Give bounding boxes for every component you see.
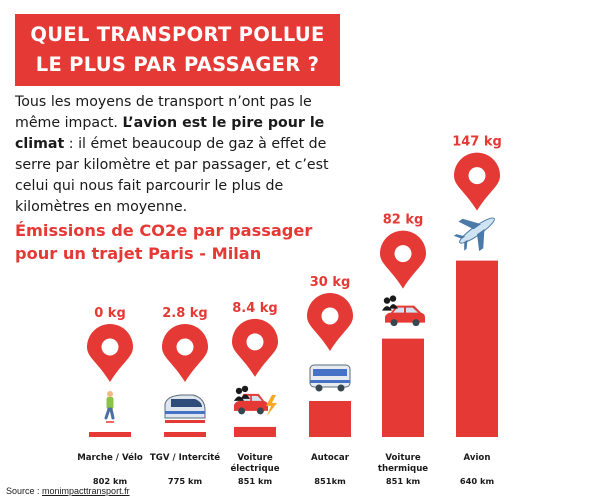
category-label: Avion xyxy=(464,453,491,463)
chart-category: 2.8 kg TGV / Intercité 775 km xyxy=(150,306,220,486)
category-label: Voiture xyxy=(237,453,272,463)
passengers-icon xyxy=(382,295,398,311)
bar xyxy=(234,426,276,437)
distance-label: 775 km xyxy=(168,476,202,486)
train-icon xyxy=(164,394,206,423)
title-banner: QUEL TRANSPORT POLLUE LE PLUS PAR PASSAG… xyxy=(15,14,340,86)
category-label: TGV / Intercité xyxy=(150,452,220,463)
bar xyxy=(456,260,498,437)
title-line-2: LE PLUS PAR PASSAGER ? xyxy=(35,53,320,76)
distance-label: 802 km xyxy=(93,476,127,486)
category-label: électrique xyxy=(230,463,279,474)
bar xyxy=(382,338,424,437)
bar xyxy=(309,401,351,437)
pin-hole xyxy=(394,245,412,263)
category-label: Marche / Vélo xyxy=(77,452,143,463)
pin-hole xyxy=(321,307,339,325)
chart-title: Émissions de CO2e par passager pour un t… xyxy=(15,221,313,263)
car-icon xyxy=(385,305,425,327)
intro-text: Tous les moyens de transport n’ont pas l… xyxy=(15,92,345,218)
data-label: 8.4 kg xyxy=(232,301,278,316)
chart-category: 0 kg Marche / Vélo 802 km xyxy=(77,306,143,486)
pin-hole xyxy=(176,338,194,356)
distance-label: 851 km xyxy=(386,476,420,486)
pin-hole xyxy=(468,167,486,185)
data-label: 30 kg xyxy=(310,275,351,290)
category-label: Voiture xyxy=(385,453,420,463)
bar xyxy=(164,432,206,437)
data-label: 82 kg xyxy=(383,213,424,228)
source-credit: Source : monimpacttransport.fr xyxy=(6,486,130,496)
distance-label: 851 km xyxy=(238,476,272,486)
pin-hole xyxy=(246,333,264,351)
walker-icon xyxy=(104,391,115,423)
source-label: Source : xyxy=(6,486,43,496)
distance-label: 640 km xyxy=(460,476,494,486)
passengers-icon xyxy=(234,385,250,401)
chart-category: 30 kg Autocar 851km xyxy=(307,275,353,486)
data-label: 2.8 kg xyxy=(162,306,208,321)
bus-icon xyxy=(309,364,351,392)
category-label: Autocar xyxy=(311,453,350,463)
source-link[interactable]: monimpacttransport.fr xyxy=(42,486,130,496)
intro-part-2: : il émet beaucoup de gaz à effet de ser… xyxy=(15,136,329,215)
chart-category: 147 kg Avion 640 km xyxy=(452,135,502,486)
bar xyxy=(89,432,131,437)
pin-hole xyxy=(101,338,119,356)
plane-icon xyxy=(453,217,495,252)
data-label: 147 kg xyxy=(452,135,502,150)
intro-part-1: Tous les moyens de transport n’ont pas l… xyxy=(15,94,312,131)
distance-label: 851km xyxy=(314,476,345,486)
title-line-1: QUEL TRANSPORT POLLUE xyxy=(30,23,325,46)
data-label: 0 kg xyxy=(94,306,126,321)
category-label: thermique xyxy=(378,464,428,474)
intro-bold: L’avion est le pire pour le climat xyxy=(15,115,325,152)
